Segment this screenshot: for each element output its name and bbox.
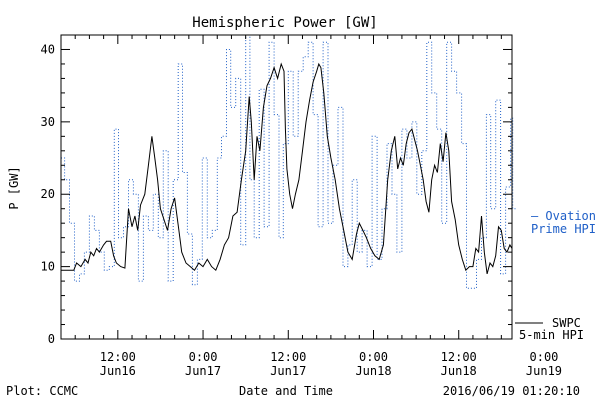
x-tick-time-label: 0:00 bbox=[189, 350, 218, 364]
x-tick-date-label: Jun17 bbox=[185, 364, 221, 378]
plot-frame bbox=[60, 34, 513, 340]
chart-title: Hemispheric Power [GW] bbox=[192, 15, 377, 31]
x-tick-time-label: 12:00 bbox=[441, 350, 477, 364]
y-tick-label: 10 bbox=[41, 260, 55, 274]
ovation-line bbox=[61, 34, 516, 289]
y-tick-label: 0 bbox=[48, 332, 55, 346]
legend-swpc-sublabel: 5-min HPI bbox=[519, 328, 584, 342]
x-tick-date-label: Jun16 bbox=[100, 364, 136, 378]
legend-ovation-label: — Ovation bbox=[531, 209, 596, 223]
y-tick-label: 30 bbox=[41, 115, 55, 129]
x-axis-label: Date and Time bbox=[239, 384, 333, 398]
swpc-series bbox=[61, 62, 513, 275]
axes: 01020304012:00Jun160:00Jun1712:00Jun170:… bbox=[41, 34, 562, 378]
ovation-series bbox=[61, 34, 516, 289]
x-tick-time-label: 12:00 bbox=[100, 350, 136, 364]
x-tick-date-label: Jun18 bbox=[441, 364, 477, 378]
x-tick-date-label: Jun19 bbox=[526, 364, 562, 378]
footer-timestamp: 2016/06/19 01:20:10 bbox=[443, 384, 580, 398]
y-tick-label: 20 bbox=[41, 187, 55, 201]
footer-plot-credit: Plot: CCMC bbox=[6, 384, 78, 398]
y-tick-label: 40 bbox=[41, 42, 55, 56]
legend-ovation-sublabel: Prime HPI bbox=[531, 222, 596, 236]
swpc-line bbox=[61, 62, 513, 275]
x-tick-time-label: 0:00 bbox=[359, 350, 388, 364]
x-tick-date-label: Jun17 bbox=[270, 364, 306, 378]
x-tick-time-label: 12:00 bbox=[270, 350, 306, 364]
x-tick-time-label: 0:00 bbox=[530, 350, 559, 364]
y-axis-label: P [GW] bbox=[7, 166, 21, 209]
legend-swpc-label: SWPC bbox=[552, 316, 581, 330]
legend: SWPC 5-min HPI — Ovation Prime HPI bbox=[515, 209, 596, 342]
x-tick-date-label: Jun18 bbox=[355, 364, 391, 378]
